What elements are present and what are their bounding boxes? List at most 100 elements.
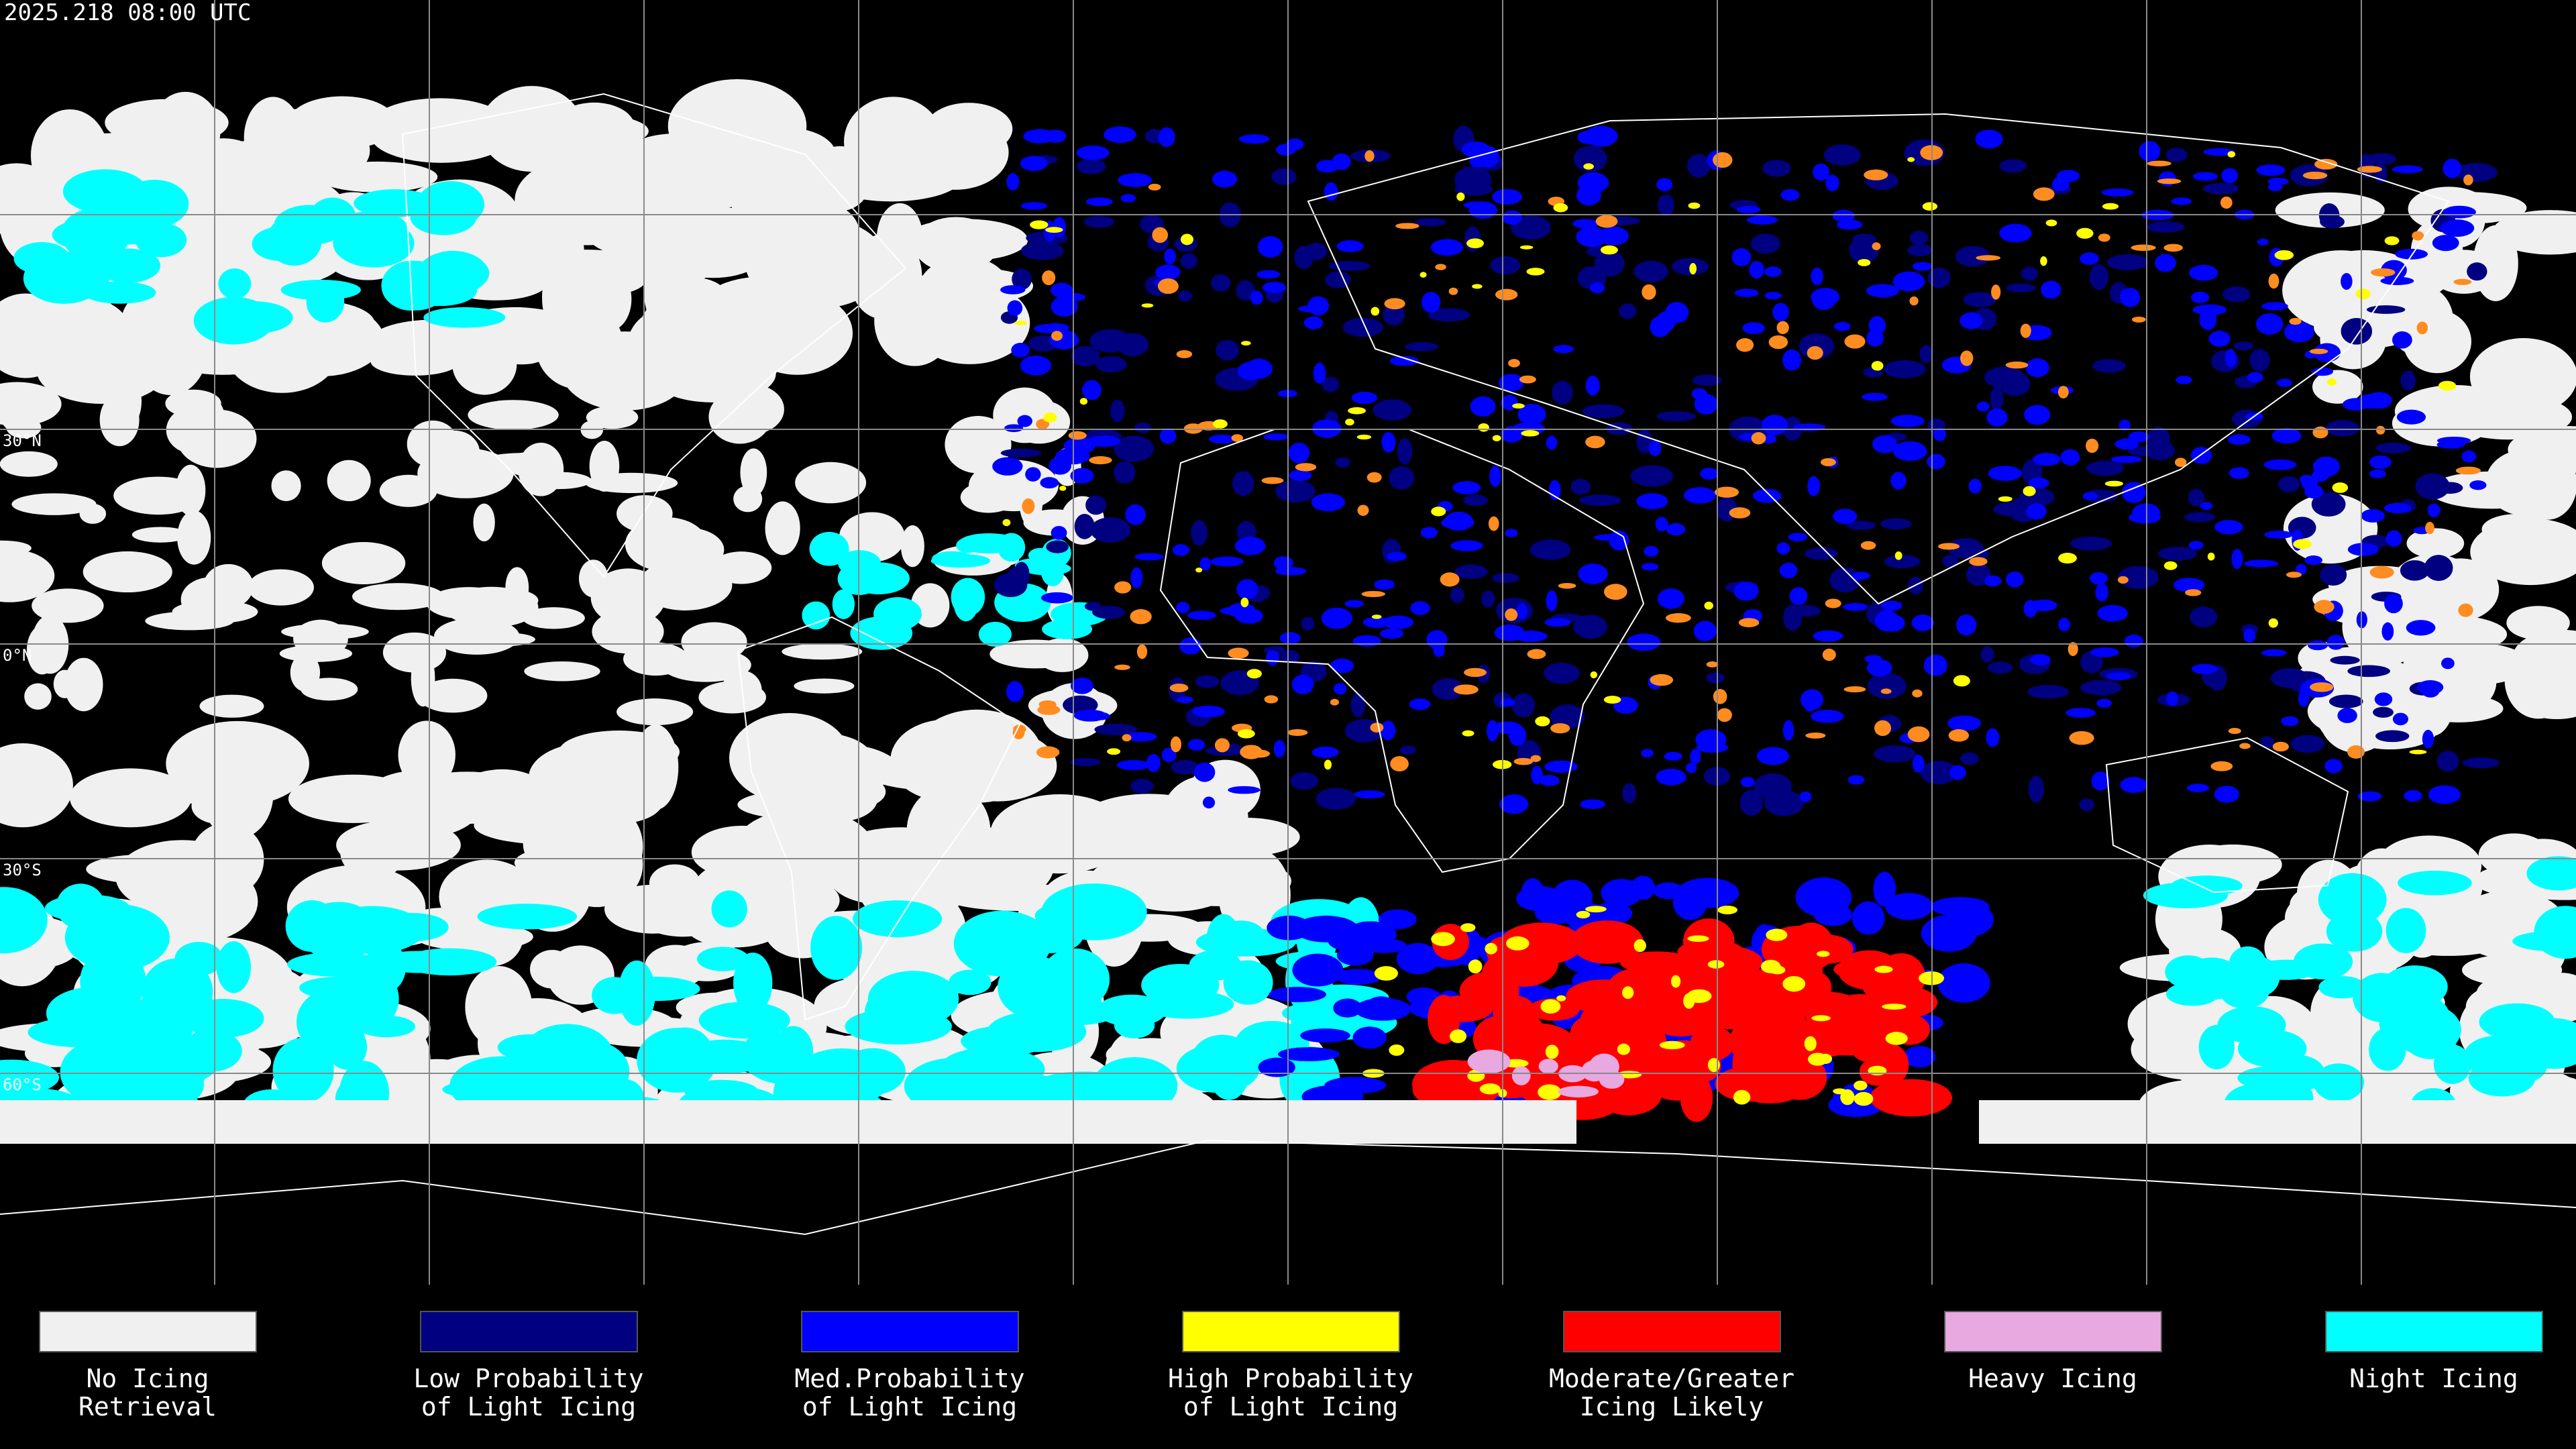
cloud-patch: [1947, 538, 1984, 559]
cloud-patch: [711, 890, 747, 928]
cloud-patch: [2341, 272, 2353, 290]
cloud-patch: [1236, 521, 1256, 542]
legend-label: Low Probability: [413, 1364, 643, 1393]
cloud-patch: [2318, 873, 2387, 926]
cloud-patch: [1920, 760, 1958, 785]
cloud-patch: [2491, 210, 2576, 255]
cloud-patch: [1650, 674, 1674, 686]
cloud-patch: [1657, 588, 1684, 609]
cloud-patch: [1125, 732, 1157, 742]
cloud-patch: [1159, 427, 1177, 444]
cloud-patch: [1419, 272, 1427, 278]
legend-label: Heavy Icing: [1968, 1364, 2137, 1393]
cloud-patch: [1020, 202, 1047, 210]
cloud-patch: [62, 169, 148, 214]
cloud-patch: [1246, 669, 1262, 679]
cloud-patch: [1585, 906, 1607, 913]
cloud-patch: [2310, 682, 2334, 692]
cloud-patch: [853, 900, 943, 937]
cloud-patch: [0, 382, 62, 427]
cloud-patch: [1250, 290, 1263, 305]
cloud-patch: [1136, 644, 1148, 659]
cloud-patch: [1986, 728, 2000, 747]
cloud-patch: [1657, 194, 1674, 217]
cloud-patch: [1134, 422, 1152, 433]
cloud-patch: [809, 531, 849, 566]
cloud-patch: [1694, 394, 1718, 415]
cloud-patch: [244, 97, 303, 180]
cloud-patch: [2361, 508, 2385, 523]
cloud-patch: [1354, 790, 1385, 799]
cloud-patch: [2380, 276, 2414, 286]
cloud-patch: [2455, 466, 2481, 475]
cloud-patch: [2385, 530, 2402, 547]
cloud-patch: [1990, 386, 2004, 411]
cloud-patch: [1045, 227, 1063, 233]
cloud-patch: [1862, 392, 1888, 401]
cloud-patch: [1333, 998, 1362, 1018]
cloud-patch: [2337, 708, 2357, 723]
cloud-patch: [1454, 564, 1488, 580]
cloud-patch: [2028, 478, 2049, 488]
cloud-patch: [1846, 521, 1876, 530]
cloud-patch: [1440, 572, 1460, 587]
cloud-patch: [1789, 587, 1808, 605]
cloud-patch: [1690, 749, 1701, 765]
cloud-patch: [1844, 334, 1866, 349]
cloud-patch: [1813, 630, 1843, 642]
cloud-patch: [2005, 571, 2024, 588]
legend-swatch: [2325, 1311, 2543, 1352]
cloud-patch: [2384, 236, 2400, 246]
cloud-patch: [1552, 1032, 1585, 1068]
cloud-patch: [1912, 689, 1923, 698]
cloud-patch: [1463, 494, 1489, 506]
cloud-patch: [679, 1039, 770, 1074]
cloud-patch: [2185, 589, 2202, 596]
cloud-patch: [1000, 448, 1042, 458]
cloud-patch: [1240, 597, 1249, 608]
cloud-patch: [1556, 995, 1566, 1002]
cloud-patch: [653, 276, 727, 313]
cloud-patch: [1676, 877, 1739, 908]
cloud-patch: [1713, 689, 1727, 704]
cloud-patch: [2518, 448, 2576, 520]
cloud-patch: [1122, 734, 1132, 742]
cloud-patch: [1092, 605, 1126, 619]
cloud-patch: [1911, 614, 1934, 631]
cloud-patch: [2440, 219, 2475, 237]
cloud-patch: [2441, 657, 2455, 669]
cloud-patch: [2312, 367, 2334, 376]
cloud-patch: [1739, 790, 1764, 816]
cloud-patch: [2124, 635, 2144, 647]
cloud-patch: [1114, 461, 1136, 484]
cloud-patch: [272, 1037, 334, 1104]
cloud-patch: [64, 904, 170, 971]
cloud-patch: [604, 884, 702, 934]
cloud-patch: [1161, 747, 1177, 763]
cloud-patch: [1883, 360, 1927, 378]
cloud-patch: [900, 525, 924, 568]
cloud-patch: [2395, 248, 2428, 260]
cloud-patch: [1692, 374, 1722, 386]
cloud-patch: [1324, 271, 1352, 288]
cloud-patch: [1020, 355, 1052, 376]
cloud-patch: [1919, 345, 1933, 364]
cloud-patch: [1073, 709, 1107, 722]
cloud-patch: [2375, 442, 2411, 453]
cloud-patch: [1405, 342, 1439, 352]
cloud-patch: [1892, 441, 1927, 462]
cloud-patch: [1642, 284, 1656, 300]
cloud-patch: [1216, 339, 1240, 361]
cloud-patch: [2041, 280, 2061, 299]
cloud-patch: [2416, 321, 2428, 335]
cloud-patch: [180, 577, 242, 623]
cloud-patch: [1858, 259, 1871, 266]
cloud-patch: [2210, 761, 2233, 771]
cloud-patch: [1535, 716, 1550, 727]
cloud-patch: [1874, 720, 1892, 737]
cloud-patch: [765, 501, 800, 555]
cloud-patch: [586, 406, 639, 429]
cloud-patch: [2076, 227, 2094, 239]
cloud-patch: [2192, 172, 2218, 181]
